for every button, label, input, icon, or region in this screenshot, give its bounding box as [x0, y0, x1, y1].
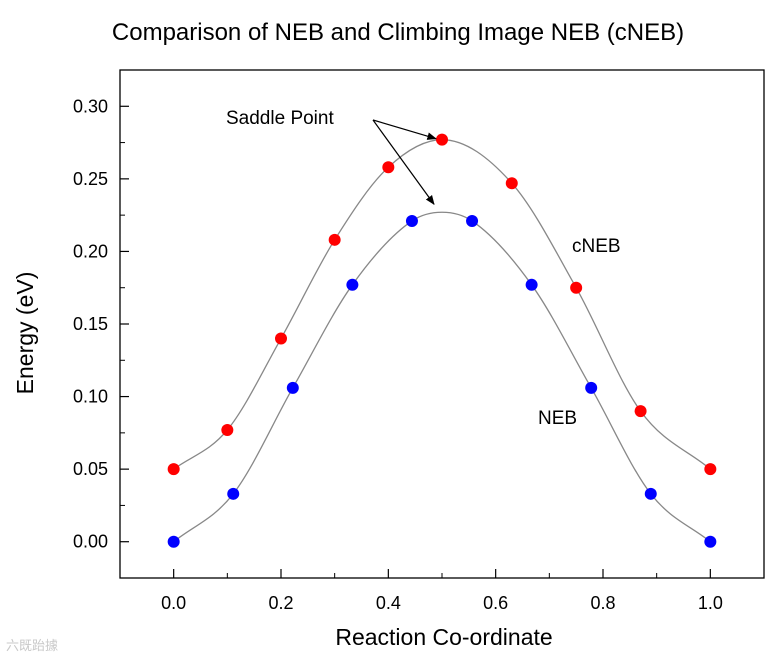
x-tick-label: 1.0: [698, 593, 723, 613]
fit-curve-neb: [173, 211, 711, 543]
data-point-neb: [227, 487, 240, 500]
data-point-cneb: [704, 463, 717, 476]
data-point-cneb: [634, 405, 647, 418]
y-tick-label: 0.20: [73, 241, 108, 261]
data-point-cneb: [436, 133, 448, 146]
y-tick-label: 0.10: [73, 387, 108, 407]
data-point-cneb: [328, 233, 341, 246]
x-tick-label: 0.8: [590, 593, 615, 613]
y-tick-label: 0.15: [73, 314, 108, 334]
data-point-cneb: [382, 161, 395, 174]
y-axis: 0.00 0.05 0.10 0.15 0.20 0.25 0.30: [73, 96, 129, 552]
data-point-neb: [704, 535, 717, 548]
annotation-label: Saddle Point: [226, 108, 334, 129]
data-point-neb: [167, 535, 180, 548]
watermark: 六既跆據: [6, 638, 58, 653]
plot-area: [119, 69, 765, 579]
y-tick-label: 0.05: [73, 459, 108, 479]
data-point-neb: [644, 487, 657, 500]
data-point-neb: [525, 278, 538, 291]
x-tick-label: 0.2: [268, 593, 293, 613]
data-point-cneb: [570, 281, 583, 294]
fit-curves: [173, 139, 711, 543]
x-axis: 0.0 0.2 0.4 0.6 0.8 1.0: [161, 569, 723, 613]
x-tick-label: 0.4: [376, 593, 401, 613]
x-tick-label: 0.0: [161, 593, 186, 613]
saddle-point-annotation: Saddle Point: [226, 108, 437, 206]
y-tick-label: 0.00: [73, 532, 108, 552]
chart-title: Comparison of NEB and Climbing Image NEB…: [112, 19, 684, 46]
x-axis-label: Reaction Co-ordinate: [335, 624, 552, 650]
data-point-cneb: [167, 463, 180, 476]
y-tick-label: 0.25: [73, 169, 108, 189]
series-label-cneb: cNEB: [572, 236, 621, 257]
data-point-cneb: [275, 332, 287, 345]
fit-curve-cneb: [173, 139, 711, 470]
data-point-cneb: [221, 423, 234, 436]
data-point-cneb: [505, 177, 518, 190]
data-points: [167, 133, 717, 548]
annotation-arrow: [372, 119, 437, 140]
y-axis-label: Energy (eV): [12, 272, 38, 395]
data-point-neb: [585, 381, 598, 394]
x-tick-label: 0.6: [483, 593, 508, 613]
series-label-neb: NEB: [538, 408, 577, 429]
data-point-neb: [346, 278, 359, 291]
data-point-neb: [286, 381, 299, 394]
data-point-neb: [405, 214, 418, 227]
annotation-arrow: [372, 119, 435, 206]
data-point-neb: [466, 214, 479, 227]
y-tick-label: 0.30: [73, 96, 108, 116]
